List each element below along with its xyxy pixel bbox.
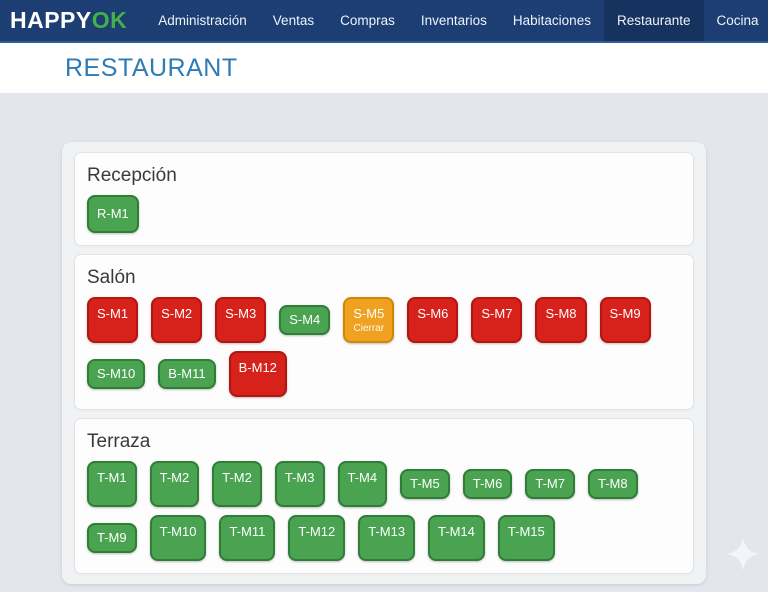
table-button-label: S-M3 [225,306,257,321]
table-button-s-m4[interactable]: S-M4 [279,305,331,335]
logo-text-happy: HAPPY [10,7,92,33]
table-button-label: T-M9 [97,530,127,545]
nav-item-inventarios[interactable]: Inventarios [420,13,487,28]
table-button-s-m8[interactable]: S-M8 [535,297,587,343]
table-button-label: S-M1 [97,306,129,321]
table-button-label: T-M13 [368,524,406,539]
nav-item-cocina[interactable]: Cocina [716,13,759,28]
table-button-t-m14[interactable]: T-M14 [428,515,485,561]
app-logo[interactable]: HAPPY OK [0,0,145,41]
table-button-t-m4[interactable]: T-M4 [337,461,388,507]
section-title: Salón [87,267,136,288]
table-button-label: T-M2 [159,470,190,485]
table-button-label: T-M7 [535,476,565,491]
table-button-s-m7[interactable]: S-M7 [471,297,523,343]
table-button-t-m2[interactable]: T-M2 [212,461,262,507]
table-button-label: T-M15 [507,524,545,539]
table-button-label: T-M12 [298,524,336,539]
table-button-t-m5[interactable]: T-M5 [400,469,450,499]
table-button-t-m10[interactable]: T-M10 [149,515,207,561]
nav-item-ventas[interactable]: Ventas [272,13,315,28]
table-button-t-m15[interactable]: T-M15 [497,515,555,561]
table-button-t-m9[interactable]: T-M9 [87,523,137,553]
page-title: RESTAURANT [65,53,238,82]
table-button-s-m10[interactable]: S-M10 [87,359,146,389]
logo-text-ok: OK [91,7,128,33]
table-button-s-m1[interactable]: S-M1 [87,297,139,343]
table-button-s-m2[interactable]: S-M2 [151,297,203,343]
table-button-label: S-M5 [353,306,385,321]
table-button-label: T-M2 [222,470,252,485]
table-button-t-m6[interactable]: T-M6 [462,469,513,499]
table-button-s-m5[interactable]: S-M5 Cierrar [343,297,395,343]
table-button-t-m11[interactable]: T-M11 [219,515,276,561]
table-button-label: T-M10 [159,524,197,539]
nav-menu: Administración Ventas Compras Inventarios Ha… [145,0,768,41]
table-button-label: T-M5 [410,476,440,491]
nav-item-administración[interactable]: Administración [158,13,247,28]
content-area: Recepción R-M1 Salón S-M1 S-M2 S-M3 S-M4… [0,93,768,584]
table-button-t-m3[interactable]: T-M3 [274,461,325,507]
page-header: RESTAURANT [0,43,768,93]
table-button-sublabel: Cierrar [353,323,385,334]
table-button-label: T-M14 [438,524,475,539]
table-button-label: T-M6 [472,476,503,491]
section-title: Terraza [87,431,151,452]
section-card: Recepción R-M1 [74,152,694,246]
table-button-t-m13[interactable]: T-M13 [358,515,416,561]
table-button-s-m6[interactable]: S-M6 [407,297,459,343]
table-button-row: T-M1 T-M2 T-M2 T-M3 T-M4 T-M5 T-M6 T-M7 … [87,461,681,561]
table-button-t-m2[interactable]: T-M2 [149,461,200,507]
table-button-label: B-M12 [238,360,277,375]
table-button-label: S-M2 [161,306,193,321]
table-button-label: T-M11 [229,524,266,539]
section-title: Recepción [87,165,177,186]
table-button-label: S-M8 [545,306,577,321]
section-card: Terraza T-M1 T-M2 T-M2 T-M3 T-M4 T-M5 T-… [74,418,694,574]
nav-item-compras[interactable]: Compras [340,13,395,28]
top-navbar: HAPPY OK Administración Ventas Compras Inven… [0,0,768,43]
table-button-label: S-M9 [609,306,641,321]
table-button-row: R-M1 [87,195,681,233]
table-button-label: R-M1 [97,206,129,221]
table-button-label: T-M3 [284,470,315,485]
table-button-b-m11[interactable]: B-M11 [158,359,216,389]
restaurant-floor-card: Recepción R-M1 Salón S-M1 S-M2 S-M3 S-M4… [62,142,706,584]
table-button-r-m1[interactable]: R-M1 [87,195,139,233]
table-button-t-m12[interactable]: T-M12 [288,515,346,561]
table-button-t-m8[interactable]: T-M8 [588,469,638,499]
table-button-label: S-M7 [481,306,513,321]
table-button-label: T-M4 [347,470,378,485]
table-button-label: T-M8 [598,476,628,491]
table-button-label: T-M1 [97,470,127,485]
table-button-row: S-M1 S-M2 S-M3 S-M4 S-M5 Cierrar S-M6 S-… [87,297,681,397]
section-card: Salón S-M1 S-M2 S-M3 S-M4 S-M5 Cierrar S… [74,254,694,410]
table-button-label: S-M4 [289,312,321,327]
table-button-label: S-M6 [417,306,449,321]
table-button-t-m1[interactable]: T-M1 [87,461,137,507]
nav-item-habitaciones[interactable]: Habitaciones [512,13,591,28]
table-button-t-m7[interactable]: T-M7 [525,469,575,499]
table-button-label: B-M11 [168,366,206,381]
table-button-s-m9[interactable]: S-M9 [599,297,651,343]
table-button-b-m12[interactable]: B-M12 [228,351,287,397]
table-button-label: S-M10 [97,366,136,381]
nav-item-restaurante[interactable]: Restaurante [603,0,704,41]
table-button-s-m3[interactable]: S-M3 [215,297,267,343]
